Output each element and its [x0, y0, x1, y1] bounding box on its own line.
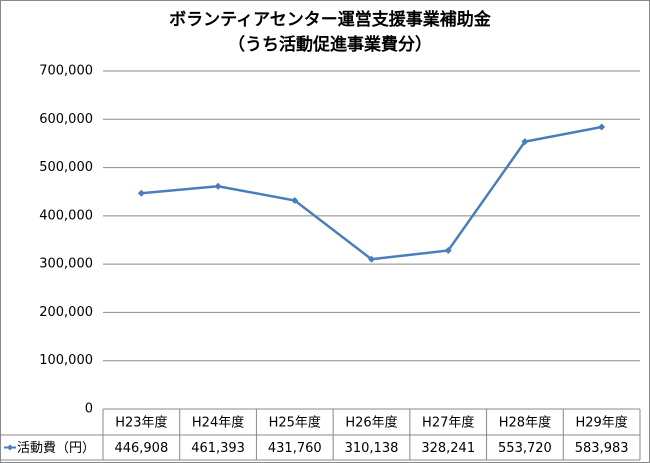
table-value: 461,393	[191, 441, 245, 456]
x-tick-label: H28年度	[499, 415, 551, 431]
marker	[214, 182, 222, 190]
table-value: 431,760	[268, 441, 322, 456]
marker	[521, 138, 529, 146]
x-tick-label: H24年度	[192, 415, 244, 431]
x-tick-label: H27年度	[422, 415, 474, 431]
chart-title: ボランティアセンター運営支援事業補助金	[169, 9, 492, 30]
y-tick-label: 600,000	[39, 112, 93, 127]
marker	[368, 255, 375, 263]
y-tick-label: 0	[85, 402, 93, 417]
y-tick-label: 100,000	[39, 353, 93, 368]
table-value: 553,720	[498, 441, 552, 456]
x-tick-label: H23年度	[115, 415, 167, 431]
marker	[444, 247, 452, 255]
marker	[137, 189, 145, 197]
legend-label: 活動費（円）	[17, 441, 95, 456]
marker	[291, 197, 299, 205]
table-value: 310,138	[345, 441, 399, 456]
y-tick-label: 500,000	[39, 160, 93, 175]
chart-subtitle: （うち活動促進事業費分）	[228, 34, 432, 55]
x-tick-label: H29年度	[575, 415, 627, 431]
legend-marker	[7, 444, 13, 451]
y-tick-label: 200,000	[39, 305, 93, 320]
marker	[598, 123, 606, 131]
table-value: 446,908	[114, 441, 168, 456]
table-value: 328,241	[421, 441, 475, 456]
y-tick-label: 300,000	[39, 257, 93, 272]
y-tick-label: 700,000	[39, 64, 93, 79]
x-tick-label: H25年度	[269, 415, 321, 431]
x-tick-label: H26年度	[345, 415, 397, 431]
y-tick-label: 400,000	[39, 208, 93, 223]
table-value: 583,983	[575, 441, 629, 456]
